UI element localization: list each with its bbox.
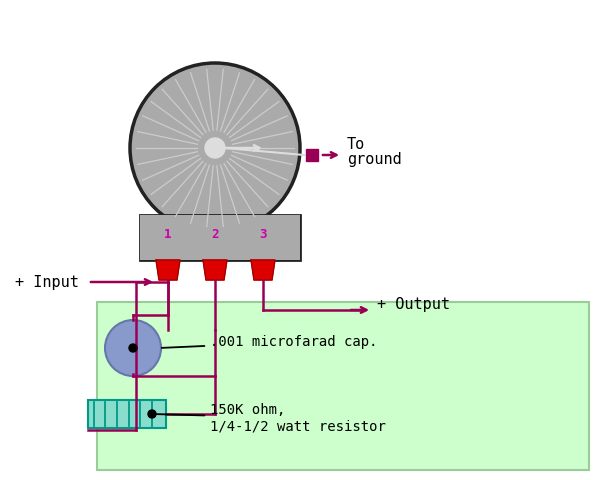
Text: 1: 1	[164, 228, 172, 241]
Text: To: To	[347, 137, 365, 152]
Polygon shape	[203, 260, 227, 280]
Bar	[88, 400, 166, 428]
Text: .001 microfarad cap.: .001 microfarad cap.	[162, 335, 377, 349]
Bar	[140, 215, 300, 260]
Circle shape	[148, 410, 156, 418]
Circle shape	[130, 63, 300, 233]
Text: 2: 2	[211, 228, 219, 241]
Bar	[97, 302, 589, 470]
Circle shape	[205, 138, 225, 158]
Text: + Input: + Input	[15, 275, 79, 289]
Circle shape	[129, 344, 137, 352]
Polygon shape	[251, 260, 275, 280]
Polygon shape	[156, 260, 180, 280]
Ellipse shape	[105, 320, 161, 376]
Text: 3: 3	[259, 228, 267, 241]
Bar	[140, 215, 300, 260]
Text: 150K ohm,
1/4-1/2 watt resistor: 150K ohm, 1/4-1/2 watt resistor	[155, 403, 386, 433]
Text: ground: ground	[347, 152, 402, 167]
Text: + Output: + Output	[377, 298, 450, 312]
